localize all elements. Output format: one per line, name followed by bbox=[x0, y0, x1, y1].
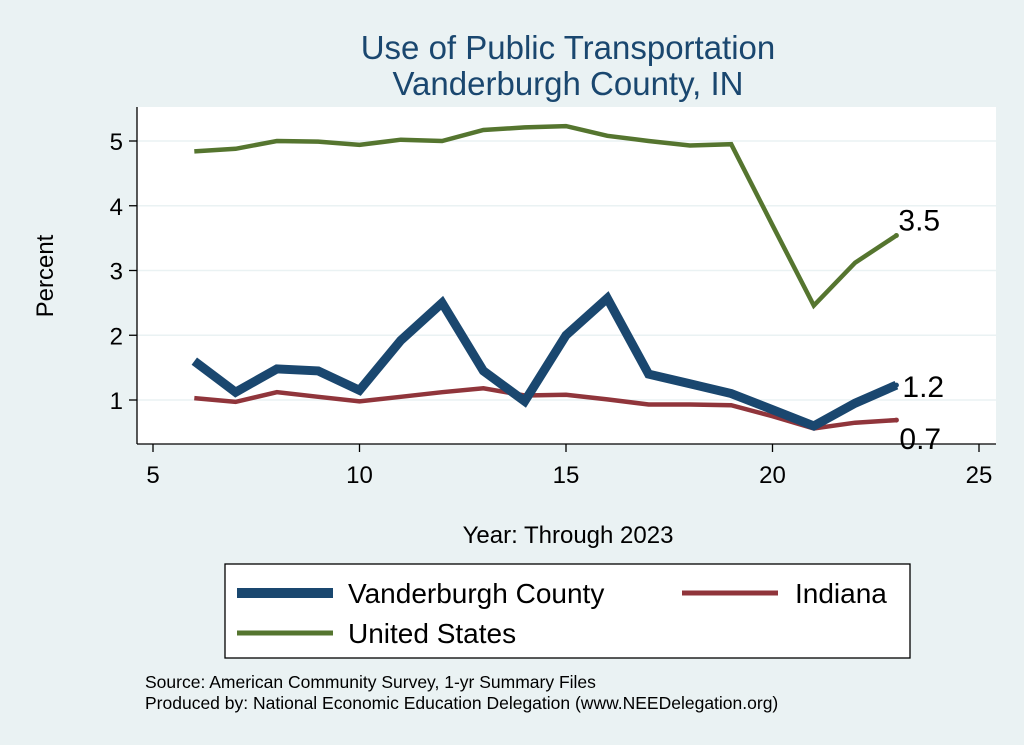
series-line-united-states bbox=[194, 123, 898, 310]
legend-label-indiana: Indiana bbox=[795, 578, 887, 609]
x-tick-label: 20 bbox=[759, 462, 786, 489]
legend-label-united-states: United States bbox=[348, 618, 516, 649]
y-tick-label: 4 bbox=[110, 194, 123, 221]
x-tick-label: 25 bbox=[966, 462, 993, 489]
end-value-label: 1.2 bbox=[902, 371, 944, 404]
x-tick-label: 10 bbox=[346, 462, 373, 489]
x-axis-ticks: 5 10 15 20 25 bbox=[146, 444, 992, 489]
chart-subtitle: Vanderburgh County, IN bbox=[393, 65, 744, 102]
end-point-united-states bbox=[893, 233, 899, 239]
y-tick-label: 3 bbox=[110, 259, 123, 286]
chart-title: Use of Public Transportation bbox=[361, 29, 776, 66]
end-value-label: 3.5 bbox=[898, 205, 940, 238]
end-point-vanderburgh-county bbox=[893, 382, 899, 388]
y-tick-label: 2 bbox=[110, 323, 123, 350]
y-tick-label: 1 bbox=[110, 388, 123, 415]
plot-area bbox=[137, 107, 996, 444]
legend-box bbox=[224, 563, 911, 659]
series-line-indiana bbox=[194, 386, 897, 431]
series-layer bbox=[191, 123, 899, 431]
x-tick-label: 5 bbox=[146, 462, 159, 489]
x-tick-label: 15 bbox=[553, 462, 580, 489]
producer-note: Produced by: National Economic Education… bbox=[145, 693, 778, 713]
series-line-vanderburgh-county bbox=[191, 291, 899, 431]
y-tick-label: 5 bbox=[110, 129, 123, 156]
end-labels: 1.2 0.7 3.5 bbox=[893, 205, 944, 456]
y-axis-ticks: 1 2 3 4 5 bbox=[110, 129, 137, 415]
end-point-indiana bbox=[893, 417, 899, 423]
end-value-label: 0.7 bbox=[899, 423, 941, 456]
source-note: Source: American Community Survey, 1-yr … bbox=[145, 672, 596, 692]
y-axis-title: Percent bbox=[32, 234, 59, 317]
x-axis-title: Year: Through 2023 bbox=[463, 522, 674, 549]
legend-label-vanderburgh: Vanderburgh County bbox=[348, 578, 604, 609]
